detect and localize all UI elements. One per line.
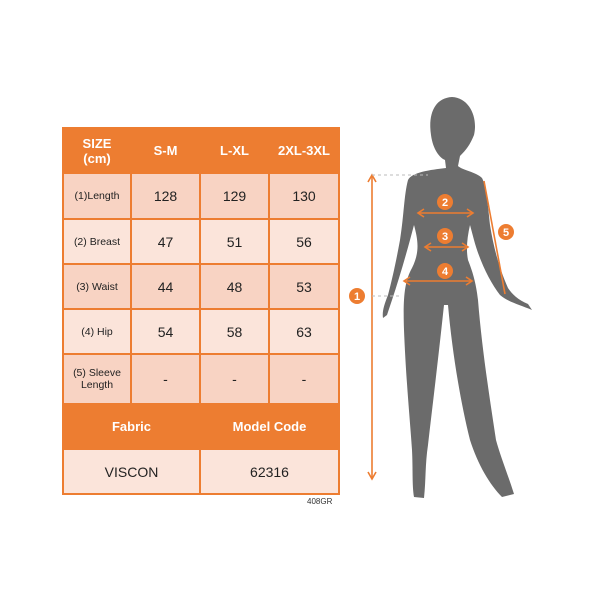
fabric-header-row: Fabric Model Code	[62, 403, 340, 450]
sleeve-arrow	[483, 180, 506, 295]
cell: 47	[130, 218, 201, 265]
model-code-value: 62316	[199, 448, 340, 495]
cell: -	[199, 353, 270, 405]
row-label: (4) Hip	[62, 308, 132, 355]
marker-2-label: 2	[442, 197, 448, 209]
fabric-header: Fabric	[62, 403, 201, 450]
table-row: (2) Breast 47 51 56	[62, 218, 340, 265]
marker-1	[349, 288, 365, 304]
table-row: (4) Hip 54 58 63	[62, 308, 340, 355]
size-header: L-XL	[199, 127, 270, 174]
cell: 51	[199, 218, 270, 265]
marker-1-label: 1	[354, 291, 360, 303]
marker-4-label: 4	[442, 266, 449, 278]
cell: -	[130, 353, 201, 405]
cell: 63	[268, 308, 340, 355]
row-label: (3) Waist	[62, 263, 132, 310]
cell: 129	[199, 172, 270, 220]
marker-4	[437, 263, 453, 279]
size-label: SIZE	[82, 135, 112, 151]
cell: 48	[199, 263, 270, 310]
woman-silhouette	[382, 97, 532, 498]
cell: 130	[268, 172, 340, 220]
marker-2	[437, 194, 453, 210]
size-header: 2XL-3XL	[268, 127, 340, 174]
marker-3-label: 3	[442, 231, 448, 243]
row-label: (2) Breast	[62, 218, 132, 265]
table-row: (1)Length 128 129 130	[62, 172, 340, 220]
table-row: (5) Sleeve Length - - -	[62, 353, 340, 405]
fabric-value: VISCON	[62, 448, 201, 495]
marker-5-label: 5	[503, 227, 509, 239]
cell: 54	[130, 308, 201, 355]
model-code-header: Model Code	[199, 403, 340, 450]
row-label: (1)Length	[62, 172, 132, 220]
table-row: (3) Waist 44 48 53	[62, 263, 340, 310]
size-chart-table: SIZE (cm) S-M L-XL 2XL-3XL (1)Length 128 …	[62, 127, 340, 495]
marker-5	[498, 224, 514, 240]
measurement-arrows	[367, 173, 506, 481]
marker-3	[437, 228, 453, 244]
header-row: SIZE (cm) S-M L-XL 2XL-3XL	[62, 127, 340, 174]
cell: -	[268, 353, 340, 405]
fabric-row: VISCON 62316	[62, 448, 340, 495]
row-label: (5) Sleeve Length	[62, 353, 132, 405]
cell: 44	[130, 263, 201, 310]
cell: 58	[199, 308, 270, 355]
unit-label: (cm)	[83, 150, 111, 166]
size-unit-header: SIZE (cm)	[62, 127, 132, 174]
cell: 56	[268, 218, 340, 265]
product-code: 408GR	[307, 497, 333, 506]
size-header: S-M	[130, 127, 201, 174]
cell: 53	[268, 263, 340, 310]
cell: 128	[130, 172, 201, 220]
